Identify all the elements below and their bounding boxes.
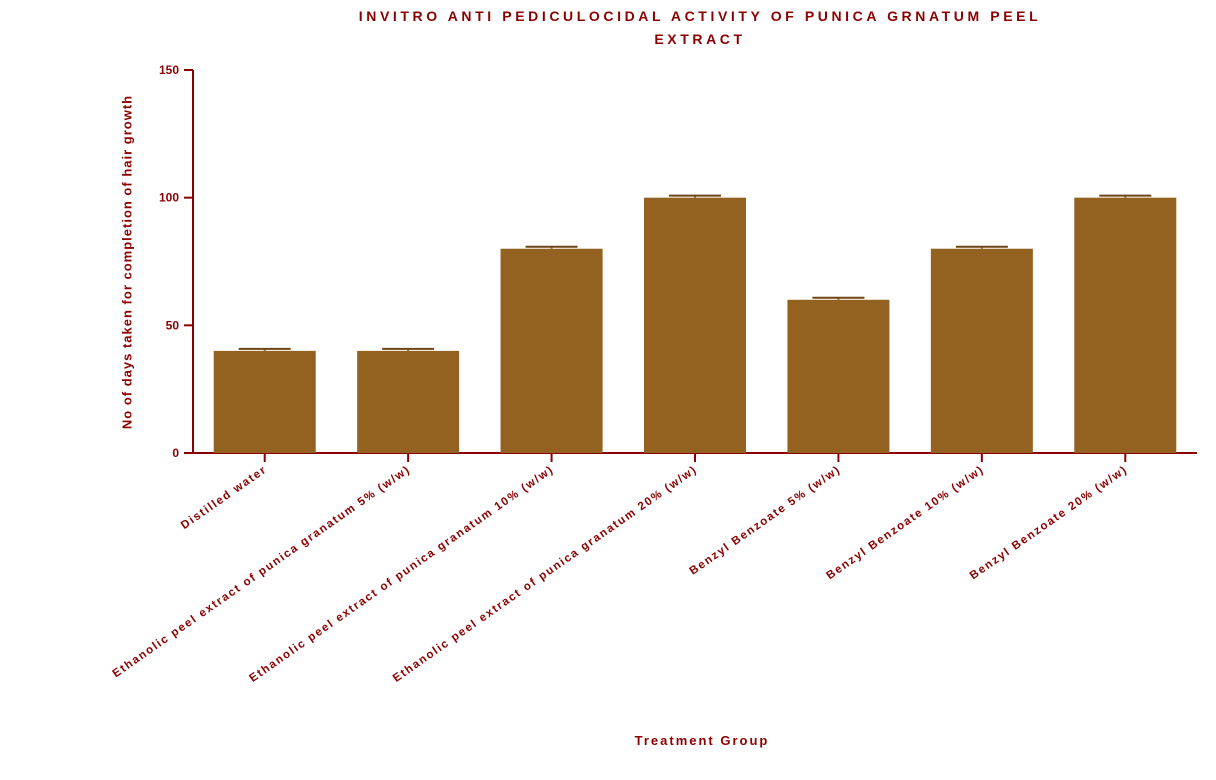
x-tick-label: Ethanolic peel extract of punica granatu… bbox=[391, 464, 700, 685]
x-tick-label: Ethanolic peel extract of punica granatu… bbox=[111, 464, 413, 681]
y-tick-label: 150 bbox=[159, 63, 179, 77]
chart-title-line-1: INVITRO ANTI PEDICULOCIDAL ACTIVITY OF P… bbox=[358, 8, 1042, 24]
chart-title-line-2: EXTRACT bbox=[654, 31, 746, 47]
bar bbox=[357, 350, 460, 453]
x-axis-label: Treatment Group bbox=[634, 733, 770, 748]
y-tick-label: 50 bbox=[166, 318, 180, 332]
bar bbox=[213, 350, 316, 453]
x-tick-label: Benzyl Benzoate 20% (w/w) bbox=[968, 464, 1130, 583]
bar bbox=[1074, 197, 1177, 453]
x-tick-label: Ethanolic peel extract of punica granatu… bbox=[248, 464, 557, 685]
bar bbox=[930, 248, 1033, 453]
x-tick-label: Distilled water bbox=[179, 464, 269, 532]
bar bbox=[787, 299, 890, 453]
y-tick-label: 0 bbox=[172, 446, 179, 460]
bar bbox=[644, 197, 746, 453]
bar bbox=[500, 248, 603, 453]
y-tick-label: 100 bbox=[159, 191, 179, 205]
x-tick-label: Benzyl Benzoate 10% (w/w) bbox=[824, 464, 986, 583]
x-tick-label: Benzyl Benzoate 5% (w/w) bbox=[688, 464, 844, 578]
